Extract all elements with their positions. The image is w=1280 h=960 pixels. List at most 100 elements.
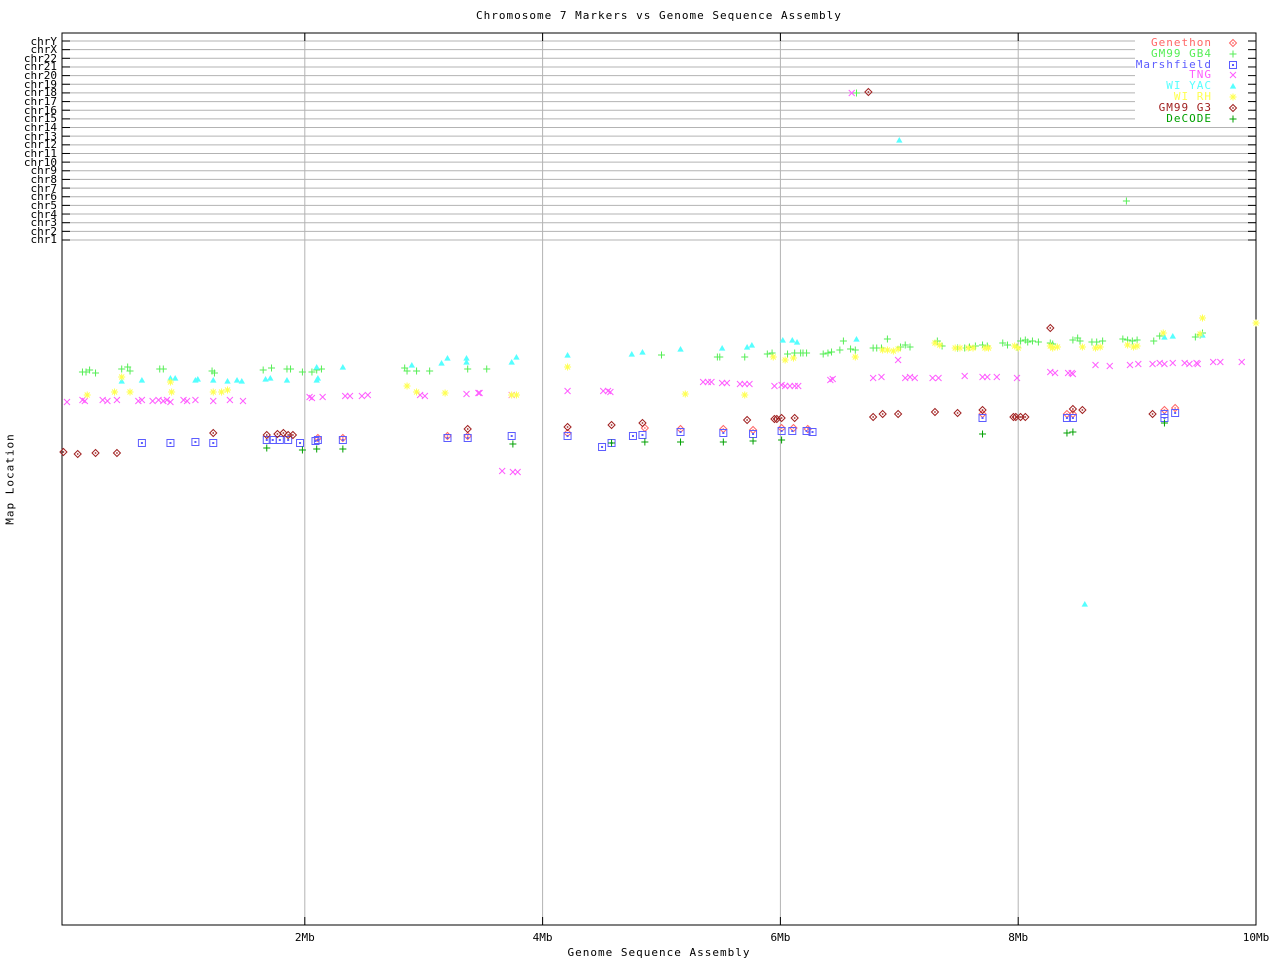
point-tng: [514, 468, 522, 476]
point-wi-rh: [1048, 344, 1057, 352]
point-tng: [1126, 361, 1134, 369]
point-tng: [1169, 359, 1177, 367]
point-wi-yac: [262, 376, 269, 382]
point-wi-yac: [138, 377, 146, 383]
legend-item-gm99-gb4: GM99 GB4: [1151, 46, 1240, 60]
point-wi-yac: [508, 359, 515, 365]
point-gm99-g3: [279, 429, 288, 437]
point-wi-yac: [639, 349, 646, 355]
point-wi-rh: [412, 388, 421, 396]
legend-marker-square-dot-icon: [1229, 60, 1237, 69]
point-gm99-gb4: [763, 350, 772, 358]
point-gm99-gb4: [851, 346, 860, 354]
point-gm99-g3: [953, 409, 962, 417]
legend-item-wi-yac: WI YAC: [1166, 80, 1240, 92]
point-decode: [676, 438, 685, 446]
point-wi-rh: [851, 353, 860, 361]
point-wi-yac: [513, 354, 520, 360]
chromosome-label-chr15: chr15: [23, 112, 57, 126]
point-tng: [346, 392, 354, 400]
legend-label: WI RH: [1173, 90, 1212, 103]
point-tng: [606, 388, 614, 396]
point-wi-rh: [781, 356, 790, 364]
chromosome-label-chr21: chr21: [23, 60, 57, 74]
point-tng: [564, 387, 572, 395]
point-gm99-gb4: [827, 348, 836, 356]
point-wi-yac: [438, 360, 445, 366]
point-decode: [719, 438, 728, 446]
point-tng: [1149, 360, 1157, 368]
point-decode: [338, 445, 347, 453]
point-wi-rh: [1198, 314, 1207, 322]
point-wi-yac: [224, 378, 231, 384]
point-decode: [607, 439, 616, 447]
point-decode: [1062, 429, 1071, 437]
point-gm99-g3: [869, 413, 878, 421]
x-axis-label: Genome Sequence Assembly: [567, 946, 751, 959]
point-tng: [149, 397, 157, 405]
point-wi-rh: [1159, 329, 1168, 337]
point-wi-rh: [512, 391, 521, 399]
point-marshfield: [296, 439, 305, 447]
point-wi-rh: [223, 386, 232, 394]
point-gm99-gb4: [412, 367, 421, 375]
point-gm99-g3: [1078, 406, 1087, 414]
point-gm99-gb4: [1092, 338, 1101, 346]
point-wi-rh: [740, 391, 749, 399]
point-wi-rh: [1133, 342, 1142, 350]
point-wi-rh: [117, 373, 126, 381]
point-gm99-g3: [864, 88, 873, 96]
point-gm99-g3: [91, 449, 100, 457]
point-wi-yac: [314, 375, 322, 381]
legend-marker-triangle-icon: [1229, 83, 1237, 89]
point-tng: [1209, 358, 1217, 366]
point-wi-rh: [1014, 344, 1023, 352]
legend-item-marshfield: Marshfield: [1135, 57, 1240, 71]
point-gm99-gb4: [482, 365, 491, 373]
point-tng: [961, 372, 969, 380]
point-tng: [1160, 360, 1168, 368]
point-wi-yac: [718, 345, 726, 351]
legend-item-tng: TNG: [1189, 69, 1240, 81]
chromosome-label-chr20: chr20: [23, 69, 57, 83]
point-wi-rh: [110, 388, 119, 396]
point-tng: [1013, 374, 1021, 382]
point-gm99-g3: [1148, 410, 1157, 418]
point-wi-rh: [1091, 344, 1100, 352]
point-gm99-g3: [790, 414, 799, 422]
point-tng: [421, 392, 429, 400]
legend-label: Marshfield: [1135, 57, 1212, 71]
point-gm99-g3: [73, 450, 82, 458]
point-tng: [894, 356, 902, 364]
point-wi-rh: [883, 346, 892, 354]
point-gm99-gb4: [883, 335, 892, 343]
point-tng: [869, 374, 877, 382]
point-wi-yac: [628, 351, 635, 357]
legend-item-genethon: Genethon: [1151, 37, 1240, 49]
point-marshfield: [628, 432, 637, 440]
chromosome-label-chrX: chrX: [30, 43, 58, 57]
point-decode: [978, 430, 987, 438]
chromosome-label-chr1: chr1: [30, 233, 58, 247]
point-tng: [707, 378, 715, 386]
legend-marker-diamond-dot-icon: [1229, 103, 1237, 112]
point-wi-yac: [677, 346, 684, 352]
point-tng: [829, 375, 837, 383]
point-gm99-gb4: [425, 367, 434, 375]
point-wi-yac: [564, 352, 571, 358]
x-tick-label-10mb: 10Mb: [1242, 931, 1270, 944]
point-marshfield: [598, 443, 607, 451]
chromosome-label-chr7: chr7: [30, 181, 58, 195]
point-tng: [308, 394, 316, 402]
legend-marker-cross-icon: [1229, 71, 1237, 79]
point-gm99-g3: [894, 410, 903, 418]
point-tng: [993, 373, 1001, 381]
point-tng: [1185, 360, 1193, 368]
chromosome-label-chr22: chr22: [23, 51, 57, 65]
point-gm99-gb4: [463, 365, 472, 373]
legend-label: GM99 GB4: [1151, 46, 1212, 60]
legend-label: DeCODE: [1166, 111, 1212, 125]
point-tng: [1051, 369, 1059, 377]
point-wi-rh: [1196, 330, 1205, 338]
